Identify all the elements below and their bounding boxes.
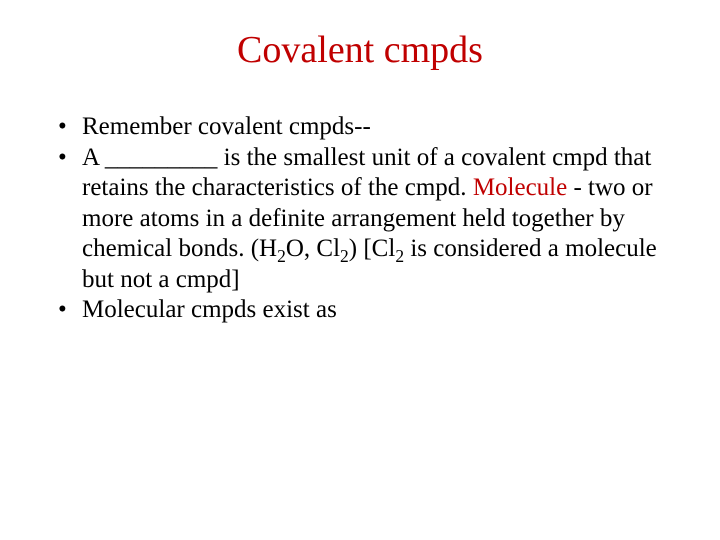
text-run: 2 [395,246,404,266]
text-run: Remember covalent cmpds-- [82,113,371,140]
slide-title: Covalent cmpds [56,28,664,72]
bullet-list: Remember covalent cmpds-- A _________ is … [56,112,664,326]
text-run: Molecular cmpds exist as [82,296,337,323]
bullet-item: Molecular cmpds exist as [56,295,664,326]
text-run: ) [Cl [349,235,396,262]
bullet-item: Remember covalent cmpds-- [56,112,664,143]
slide: Covalent cmpds Remember covalent cmpds--… [0,0,720,540]
text-run: O, Cl [286,235,340,262]
bullet-item: A _________ is the smallest unit of a co… [56,143,664,296]
text-run: 2 [277,246,286,266]
text-run: 2 [340,246,349,266]
text-run: Molecule [473,174,567,201]
